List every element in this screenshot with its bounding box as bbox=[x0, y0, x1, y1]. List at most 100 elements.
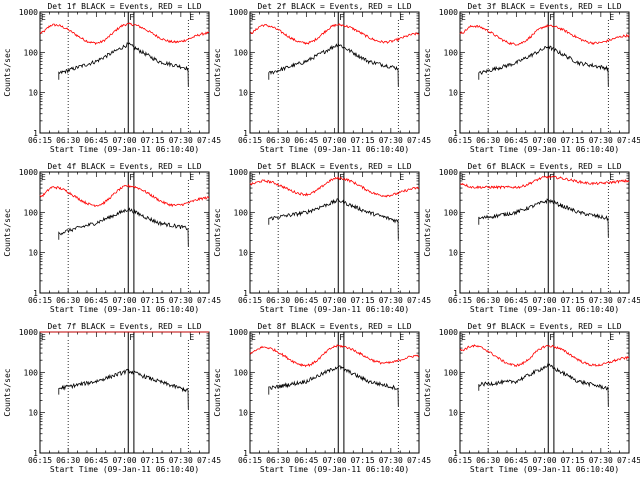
x-tick-label: 07:15 bbox=[561, 296, 585, 305]
y-tick-label: 10 bbox=[28, 409, 38, 418]
marker-label: E bbox=[251, 173, 256, 182]
lld-series-line bbox=[459, 344, 630, 368]
y-tick-label: 100 bbox=[444, 208, 459, 217]
y-tick-label: 100 bbox=[234, 208, 249, 217]
x-tick-label: 06:30 bbox=[56, 136, 80, 145]
panel-7: Det 7f BLACK = Events, RED = LLD 1 10 100 10… bbox=[3, 322, 221, 474]
panel-title: Det 5f BLACK = Events, RED = LLD bbox=[257, 162, 411, 171]
panel-4: Det 4f BLACK = Events, RED = LLD 1 10 100 10… bbox=[3, 162, 221, 314]
marker-label: E bbox=[251, 13, 256, 22]
y-axis-label: Counts/sec bbox=[213, 368, 222, 416]
y-tick-label: 10 bbox=[238, 409, 248, 418]
x-tick-label: 06:45 bbox=[294, 136, 318, 145]
y-tick-label: 1000 bbox=[19, 8, 38, 17]
lld-series-line bbox=[39, 183, 210, 208]
marker-label: E bbox=[251, 333, 256, 342]
x-tick-label: 06:45 bbox=[504, 296, 528, 305]
x-tick-label: 07:45 bbox=[617, 296, 640, 305]
y-axis-label: Counts/sec bbox=[423, 208, 432, 256]
panel-5: Det 5f BLACK = Events, RED = LLD 1 10 100 10… bbox=[213, 162, 431, 314]
marker-label: E bbox=[399, 173, 404, 182]
events-series-line bbox=[478, 362, 609, 407]
x-tick-label: 07:15 bbox=[561, 136, 585, 145]
x-tick-label: 06:15 bbox=[238, 136, 262, 145]
y-tick-label: 100 bbox=[24, 368, 39, 377]
y-tick-label: 10 bbox=[238, 249, 248, 258]
x-tick-label: 07:45 bbox=[197, 296, 221, 305]
y-axis-label: Counts/sec bbox=[423, 368, 432, 416]
time-interval-box bbox=[547, 171, 555, 294]
lld-series-line bbox=[249, 176, 420, 198]
y-tick-label: 1 bbox=[243, 289, 248, 298]
x-tick-label: 06:30 bbox=[56, 296, 80, 305]
y-tick-label: 1000 bbox=[229, 8, 248, 17]
y-tick-label: 1000 bbox=[439, 168, 458, 177]
x-tick-label: 07:45 bbox=[197, 456, 221, 465]
x-axis-label: Start Time (09-Jan-11 06:10:40) bbox=[470, 145, 619, 154]
panel-2: Det 2f BLACK = Events, RED = LLD 1 10 100 10… bbox=[213, 2, 431, 154]
events-series-line bbox=[478, 198, 609, 238]
x-tick-label: 07:30 bbox=[589, 456, 613, 465]
x-axis-label: Start Time (09-Jan-11 06:10:40) bbox=[50, 145, 199, 154]
y-tick-label: 1 bbox=[453, 289, 458, 298]
x-tick-label: 07:45 bbox=[407, 136, 431, 145]
y-tick-label: 100 bbox=[444, 368, 459, 377]
y-tick-label: 10 bbox=[238, 89, 248, 98]
y-tick-label: 1 bbox=[453, 129, 458, 138]
x-tick-label: 06:30 bbox=[266, 456, 290, 465]
x-axis-label: Start Time (09-Jan-11 06:10:40) bbox=[470, 465, 619, 474]
panel-title: Det 7f BLACK = Events, RED = LLD bbox=[47, 322, 201, 331]
x-tick-label: 07:15 bbox=[561, 456, 585, 465]
x-tick-label: 07:15 bbox=[351, 456, 375, 465]
x-tick-label: 07:45 bbox=[407, 296, 431, 305]
lld-series-line bbox=[39, 22, 210, 46]
x-tick-label: 07:45 bbox=[407, 456, 431, 465]
plot-frame bbox=[459, 171, 630, 294]
x-tick-label: 06:30 bbox=[56, 456, 80, 465]
x-tick-label: 07:15 bbox=[141, 136, 165, 145]
y-tick-label: 1 bbox=[33, 129, 38, 138]
panel-title: Det 6f BLACK = Events, RED = LLD bbox=[467, 162, 621, 171]
marker-label: E bbox=[461, 333, 466, 342]
x-tick-label: 07:30 bbox=[379, 296, 403, 305]
y-tick-label: 1000 bbox=[229, 328, 248, 337]
y-tick-label: 1000 bbox=[19, 168, 38, 177]
lld-series-line bbox=[249, 344, 420, 368]
panel-title: Det 1f BLACK = Events, RED = LLD bbox=[47, 2, 201, 11]
marker-label: E bbox=[189, 333, 194, 342]
time-interval-box bbox=[127, 11, 135, 134]
marker-label: E bbox=[461, 173, 466, 182]
marker-label: E bbox=[609, 13, 614, 22]
marker-label: F bbox=[549, 333, 554, 342]
plot-frame bbox=[39, 331, 210, 454]
y-tick-label: 100 bbox=[234, 368, 249, 377]
x-tick-label: 07:15 bbox=[141, 456, 165, 465]
y-tick-label: 1 bbox=[33, 449, 38, 458]
y-tick-label: 10 bbox=[28, 89, 38, 98]
y-tick-label: 1000 bbox=[19, 328, 38, 337]
time-interval-box bbox=[337, 171, 345, 294]
x-tick-label: 06:15 bbox=[28, 456, 52, 465]
marker-label: E bbox=[41, 333, 46, 342]
x-tick-label: 07:00 bbox=[112, 136, 136, 145]
x-tick-label: 07:00 bbox=[532, 456, 556, 465]
panel-title: Det 9f BLACK = Events, RED = LLD bbox=[467, 322, 621, 331]
y-tick-label: 1 bbox=[243, 129, 248, 138]
panel-title: Det 2f BLACK = Events, RED = LLD bbox=[257, 2, 411, 11]
x-tick-label: 07:30 bbox=[589, 296, 613, 305]
x-tick-label: 06:15 bbox=[238, 296, 262, 305]
plot-frame bbox=[249, 171, 420, 294]
marker-label: F bbox=[549, 173, 554, 182]
marker-label: E bbox=[41, 13, 46, 22]
x-tick-label: 06:30 bbox=[476, 456, 500, 465]
panel-1: Det 1f BLACK = Events, RED = LLD 1 10 100 10… bbox=[3, 2, 221, 154]
panel-6: Det 6f BLACK = Events, RED = LLD 1 10 100 10… bbox=[423, 162, 640, 314]
x-tick-label: 07:00 bbox=[112, 456, 136, 465]
panel-title: Det 4f BLACK = Events, RED = LLD bbox=[47, 162, 201, 171]
x-tick-label: 06:30 bbox=[266, 296, 290, 305]
y-tick-label: 1 bbox=[243, 449, 248, 458]
time-interval-box bbox=[547, 331, 555, 454]
events-series-line bbox=[58, 42, 189, 87]
y-tick-label: 100 bbox=[24, 48, 39, 57]
x-tick-label: 07:15 bbox=[351, 296, 375, 305]
